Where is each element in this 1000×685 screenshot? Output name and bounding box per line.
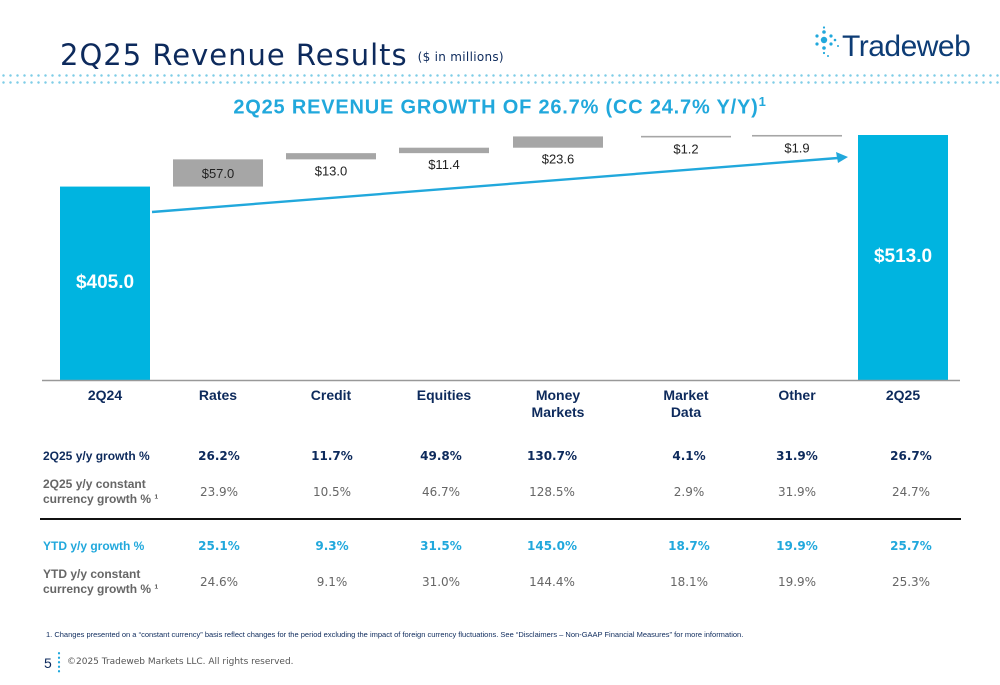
table-cell: 19.9% xyxy=(777,575,817,589)
row-label-line: YTD y/y constant xyxy=(43,567,141,581)
category-label-1: Rates xyxy=(199,387,237,403)
bar-4 xyxy=(513,136,603,148)
chart-headline: 2Q25 REVENUE GROWTH OF 26.7% (CC 24.7% Y… xyxy=(233,94,767,119)
data-label-7: $513.0 xyxy=(874,246,932,267)
title-unit: ($ in millions) xyxy=(417,50,504,64)
table-cell: 144.4% xyxy=(529,575,575,589)
table-cell: 9.1% xyxy=(316,575,348,589)
table-cell: 25.3% xyxy=(891,575,931,589)
bar-2 xyxy=(286,153,376,160)
category-label-3: Equities xyxy=(417,387,472,403)
table-cell: 11.7% xyxy=(311,449,353,463)
table-cell: 46.7% xyxy=(421,485,461,499)
table-cell: 26.2% xyxy=(198,449,240,463)
category-label-6: Other xyxy=(778,387,816,403)
page-title: 2Q25 Revenue Results ($ in millions) xyxy=(60,38,504,72)
copyright: ©2025 Tradeweb Markets LLC. All rights r… xyxy=(67,657,294,667)
footnote: 1. Changes presented on a “constant curr… xyxy=(46,630,744,639)
row-label-line: currency growth % ¹ xyxy=(43,492,159,506)
category-label-2: Credit xyxy=(311,387,352,403)
row-label-line: currency growth % ¹ xyxy=(43,582,159,596)
tradeweb-logo: Tradeweb xyxy=(814,26,984,70)
data-label-3: $11.4 xyxy=(428,157,460,172)
table-cell: 145.0% xyxy=(527,539,577,553)
table-cell: 19.9% xyxy=(776,539,818,553)
data-label-2: $13.0 xyxy=(315,163,348,178)
row-label-3: YTD y/y constant currency growth % ¹ xyxy=(43,567,158,597)
category-label-0: 2Q24 xyxy=(88,387,122,403)
category-label-4-1: Markets xyxy=(532,404,585,420)
table-cell: 23.9% xyxy=(199,485,239,499)
trend-arrow-head xyxy=(836,152,848,163)
table-cell: 2.9% xyxy=(673,485,705,499)
row-label-0: 2Q25 y/y growth % xyxy=(43,449,150,464)
table-cell: 10.5% xyxy=(312,485,352,499)
row-label-line: YTD y/y growth % xyxy=(43,539,145,553)
data-label-6: $1.9 xyxy=(784,141,809,156)
table-cell: 49.8% xyxy=(420,449,462,463)
table-divider xyxy=(40,518,961,520)
table-cell: 130.7% xyxy=(527,449,577,463)
page-number: 5 xyxy=(44,655,52,671)
data-label-0: $405.0 xyxy=(76,272,134,293)
table-cell: 9.3% xyxy=(315,539,349,553)
table-cell: 31.0% xyxy=(421,575,461,589)
table-cell: 18.1% xyxy=(669,575,709,589)
trend-arrow-line xyxy=(151,156,839,214)
starburst-icon xyxy=(815,26,839,57)
table-cell: 25.1% xyxy=(198,539,240,553)
table-cell: 24.7% xyxy=(891,485,931,499)
data-label-4: $23.6 xyxy=(542,152,575,167)
category-label-4: Money xyxy=(536,387,581,403)
table-cell: 24.6% xyxy=(199,575,239,589)
row-label-2: YTD y/y growth % xyxy=(43,539,144,554)
category-label-7: 2Q25 xyxy=(886,387,920,403)
table-cell: 31.9% xyxy=(777,485,817,499)
table-cell: 31.9% xyxy=(776,449,818,463)
bar-1 xyxy=(173,159,263,187)
data-label-1: $57.0 xyxy=(202,166,235,181)
bar-0 xyxy=(60,186,150,380)
table-cell: 26.7% xyxy=(890,449,932,463)
table-cell: 25.7% xyxy=(890,539,932,553)
dotted-divider xyxy=(0,72,1000,86)
bar-3 xyxy=(399,147,489,154)
bar-5 xyxy=(641,135,731,138)
category-label-5: Market xyxy=(663,387,708,403)
table-cell: 18.7% xyxy=(668,539,710,553)
waterfall-chart: $405.0 2Q24 $57.0 Rates $13.0 Credit $11.4 Equi… xyxy=(42,134,960,420)
logo-wordmark: Tradeweb xyxy=(842,30,971,63)
row-label-1: 2Q25 y/y constant currency growth % ¹ xyxy=(43,477,158,507)
data-label-5: $1.2 xyxy=(673,141,698,156)
row-label-line: 2Q25 y/y growth % xyxy=(43,449,150,463)
table-cell: 128.5% xyxy=(529,485,575,499)
dotted-separator xyxy=(57,651,61,673)
bar-7 xyxy=(858,135,948,380)
bar-6 xyxy=(752,134,842,137)
category-label-5-1: Data xyxy=(671,404,702,420)
row-label-line: 2Q25 y/y constant xyxy=(43,477,146,491)
table-cell: 4.1% xyxy=(672,449,706,463)
table-cell: 31.5% xyxy=(420,539,462,553)
